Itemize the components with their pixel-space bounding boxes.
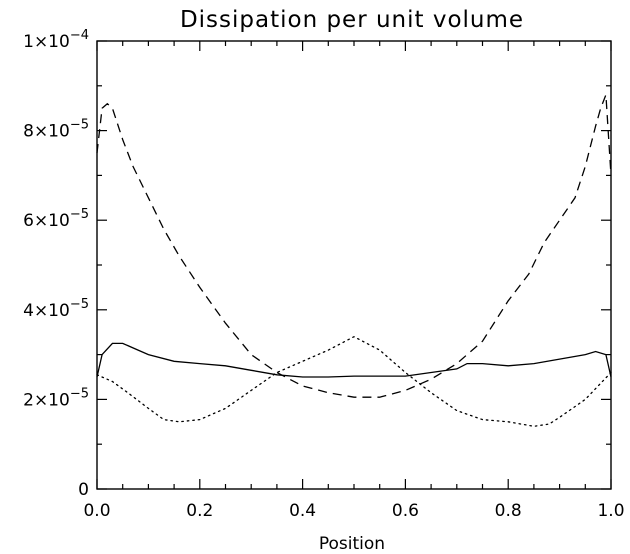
series-line-dashed [96,94,612,398]
y-tick-label: 2×10−5 [23,386,89,410]
y-tick-label: 8×10−5 [23,118,89,142]
y-tick-label-base: 2×10 [23,390,70,410]
x-tick-label: 0.4 [289,501,316,521]
x-tick-label: 0.0 [83,501,110,521]
series-line-dotted [96,335,612,427]
y-tick-label: 4×10−5 [23,297,89,321]
series-layer [96,94,612,427]
x-tick-label: 1.0 [597,501,624,521]
y-tick-label-base: 8×10 [23,122,70,142]
x-tick-label: 0.6 [392,501,419,521]
x-tick-label: 0.2 [186,501,213,521]
y-tick-label-base: 0 [78,480,89,500]
x-tick-label: 0.8 [495,501,522,521]
chart-title: Dissipation per unit volume [180,7,524,33]
y-tick-label: 6×10−5 [23,207,89,231]
y-tick-label: 0 [78,480,89,500]
y-tick-label: 1×10−4 [23,28,89,52]
series-line-solid [96,342,612,378]
y-tick-label-exponent: −4 [70,28,89,43]
y-tick-label-base: 4×10 [23,301,70,321]
y-tick-label-exponent: −5 [70,297,89,312]
y-tick-label-exponent: −5 [70,386,89,401]
x-ticks: 0.0 0.2 0.4 0.6 0.8 1.0 [83,41,625,521]
y-tick-label-base: 1×10 [23,32,70,52]
y-tick-label-base: 6×10 [23,211,70,231]
y-tick-label-exponent: −5 [70,118,89,133]
y-ticks: 02×10−54×10−56×10−58×10−51×10−4 [23,28,611,500]
y-tick-label-exponent: −5 [70,207,89,222]
x-axis-label: Position [319,534,385,554]
